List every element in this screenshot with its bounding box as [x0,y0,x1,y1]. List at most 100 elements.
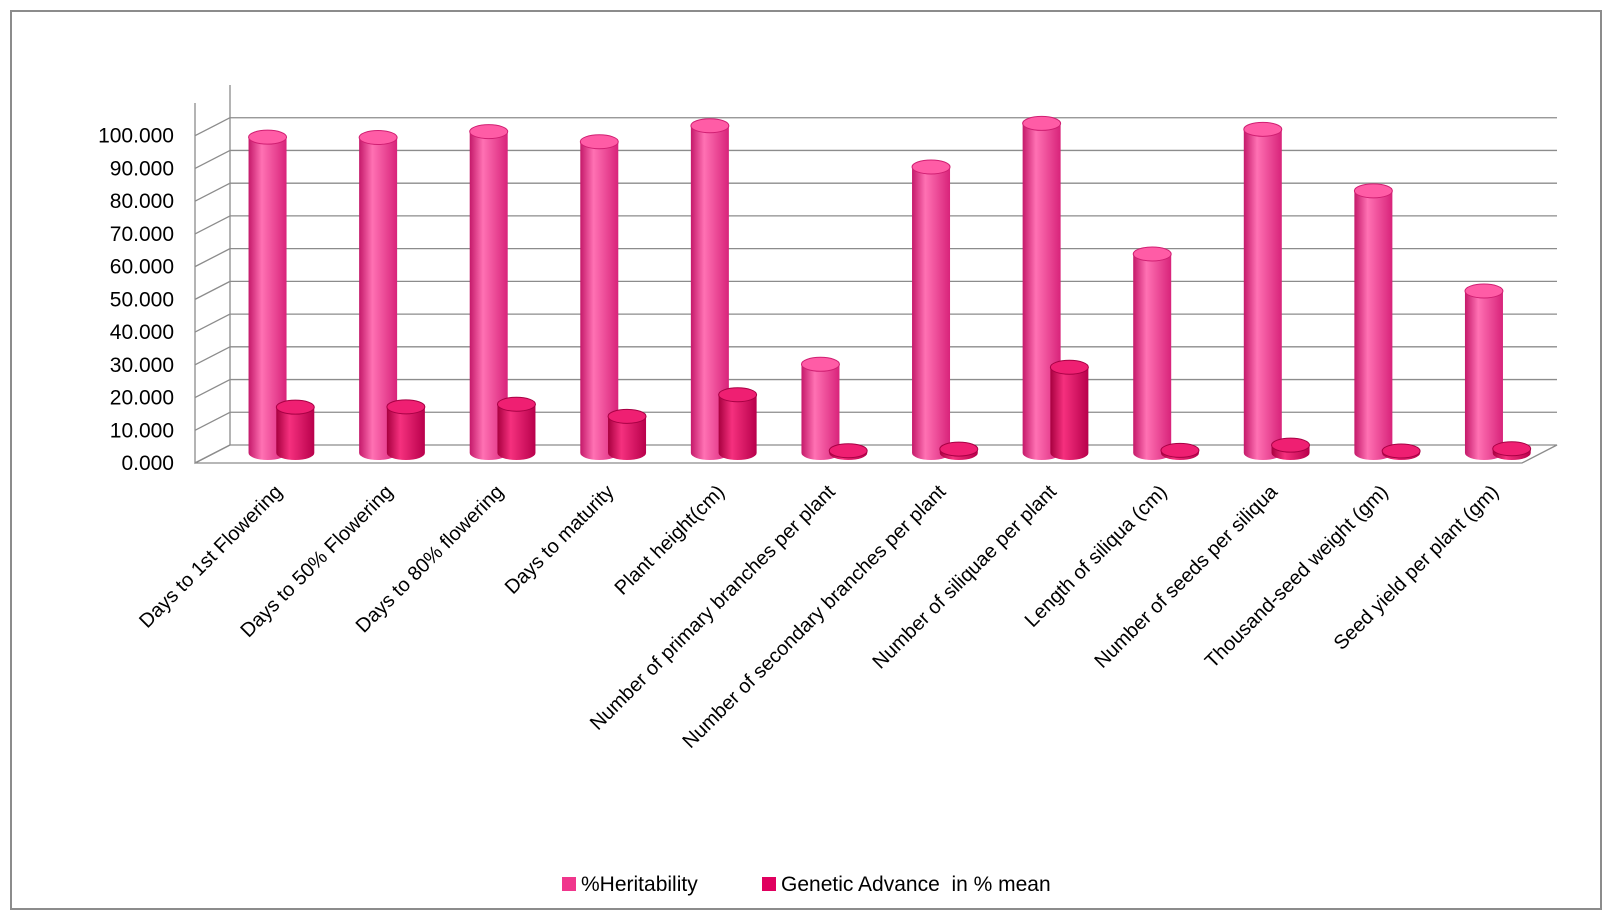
bar-genetic-advance-cap [828,443,868,459]
bar-heritability-body [912,166,951,461]
y-tick-label: 40.000 [110,321,174,344]
bar-heritability-body [1133,254,1172,460]
legend-swatch-heritability [562,877,576,891]
bar-heritability-cap [579,134,619,150]
bar-genetic-advance [1492,441,1532,460]
y-tick-label: 0.000 [121,452,174,475]
gridline-diagonal [194,149,231,170]
x-tick-label: Number of primary branches per plant [586,481,840,735]
bar-genetic-advance-cap [939,441,979,457]
bar-genetic-advance-body [718,394,757,460]
bar-heritability-cap [690,118,730,134]
bar-heritability [579,134,619,460]
y-tick-label: 90.000 [110,157,174,180]
bar-heritability [358,130,398,460]
legend-label-genetic-advance: Genetic Advance in % mean [781,873,1051,896]
gridline-diagonal [194,117,231,137]
bar-heritability-body [690,125,729,461]
y-tick-label: 30.000 [110,354,174,377]
bar-genetic-advance-body [1050,367,1089,460]
bar-heritability [1132,246,1172,460]
bar-genetic-advance-cap [1049,359,1089,375]
bar-genetic-advance-body [386,406,425,460]
bar-heritability-cap [1022,115,1062,131]
legend-label-heritability: %Heritability [581,873,698,896]
gridline-diagonal [194,182,231,202]
floor [194,444,1558,464]
x-tick-label: Plant height(cm) [611,481,730,600]
bar-genetic-advance-cap [607,408,647,424]
bar-heritability-body [248,137,287,460]
y-tick-label: 50.000 [110,288,174,311]
x-tick-label: Number of siliquae per plant [868,481,1061,674]
bar-heritability-body [1464,291,1503,460]
bar-genetic-advance [828,443,868,460]
bar-heritability [248,129,288,460]
bar-genetic-advance-cap [275,399,315,415]
bar-genetic-advance [1271,437,1311,460]
bar-genetic-advance-body [608,416,647,460]
bar-heritability-cap [911,159,951,175]
x-tick-label: Thousand-seed weight (gm) [1201,481,1393,673]
bar-genetic-advance [1381,443,1421,460]
bar-genetic-advance-cap [1492,441,1532,457]
bar-heritability-cap [800,356,840,372]
gridline-diagonal [194,215,231,235]
bar-heritability-cap [469,124,509,140]
bar-heritability-body [359,137,398,460]
bars-layer [248,115,1532,461]
bar-genetic-advance-cap [1271,437,1311,453]
bar-heritability-body [469,131,508,461]
bar-heritability-body [1354,190,1393,460]
bar-genetic-advance [386,399,426,460]
bar-genetic-advance [275,399,315,460]
gridline-diagonal [194,378,231,399]
y-tick-label: 60.000 [110,256,174,279]
side-wall [194,85,231,465]
bar-heritability [690,118,730,461]
grid-layer [194,85,1558,465]
bar-heritability-cap [1243,121,1283,137]
x-tick-label: Number of seeds per siliqua [1090,480,1282,672]
bar-heritability-body [801,364,840,460]
bar-genetic-advance [939,441,979,460]
bar-genetic-advance-body [497,404,536,460]
y-tick-label: 10.000 [110,419,174,442]
gridline-diagonal [194,280,231,300]
bar-heritability-cap [1132,246,1172,262]
bar-heritability-body [1243,129,1282,460]
bar-genetic-advance-body [276,407,315,460]
bar-genetic-advance-cap [718,387,758,403]
y-tick-label: 70.000 [110,223,174,246]
bar-genetic-advance-cap [1160,442,1200,458]
legend: %Heritability Genetic Advance in % mean [562,873,1051,896]
gridline-diagonal [194,313,231,333]
bar-heritability-cap [1353,183,1393,199]
bar-heritability-cap [248,129,288,145]
bar-heritability [911,159,951,461]
y-tick-label: 80.000 [110,190,174,213]
bar-heritability-body [580,141,619,460]
gridline-diagonal [194,346,231,366]
bar-genetic-advance-cap [1381,443,1421,459]
bar-heritability-cap [1464,283,1504,299]
bar-heritability [1243,121,1283,460]
bar-heritability [1353,183,1393,460]
bar-heritability [800,356,840,460]
bar-genetic-advance-cap [496,396,536,412]
gridline-diagonal [194,411,231,431]
gridline-diagonal [194,248,231,268]
legend-swatch-genetic-advance [762,877,776,891]
bar-genetic-advance [718,387,758,460]
bar-heritability [1464,283,1504,460]
bar-genetic-advance [496,396,536,460]
bar-genetic-advance [607,408,647,460]
bar-heritability [469,124,509,461]
y-tick-label: 100.000 [98,125,174,148]
bar-genetic-advance [1160,442,1200,460]
bar-genetic-advance [1049,359,1089,460]
bar-genetic-advance-cap [386,399,426,415]
bar-heritability-cap [358,130,398,146]
x-tick-label: Days to maturity [501,481,619,599]
y-tick-label: 20.000 [110,387,174,410]
